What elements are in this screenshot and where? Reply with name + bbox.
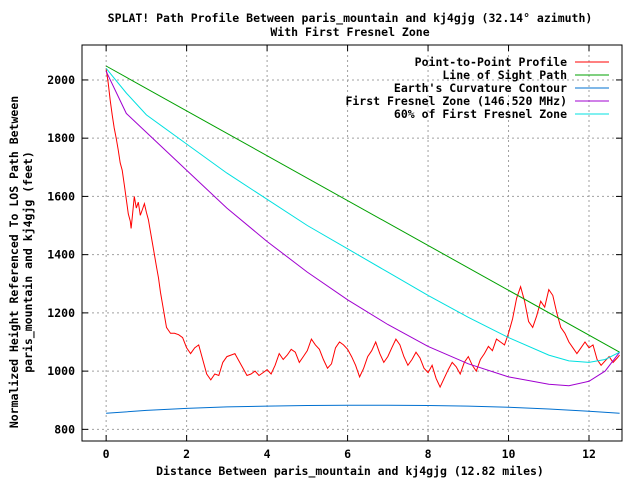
y-axis-label-line2: paris_mountain and kj4gjg (feet) [21,151,36,373]
legend-label: Point-to-Point Profile [415,55,567,69]
y-tick-label: 1400 [47,248,75,262]
x-tick-label: 6 [344,447,351,461]
series-layer [105,65,620,414]
x-tick-label: 2 [183,447,190,461]
x-tick-label: 0 [103,447,110,461]
x-axis-label: Distance Between paris_mountain and kj4g… [156,464,544,479]
legend-label: First Fresnel Zone (146.520 MHz) [345,94,567,108]
y-axis-label-line1: Normalized Height Referenced To LOS Path… [7,96,21,428]
y-tick-label: 800 [54,422,75,436]
grid-layer [82,45,622,441]
x-tick-label: 12 [582,447,596,461]
series-line-2 [106,404,620,414]
chart-title: SPLAT! Path Profile Between paris_mounta… [108,11,593,26]
tick-layer: 0 2 4 6 8 10 12 800 1000 1200 1400 1600 1800 2000 [47,45,622,461]
legend-label: Line of Sight Path [442,68,567,82]
series-line-4 [105,67,620,363]
y-tick-label: 2000 [47,73,75,87]
x-tick-label: 10 [502,447,516,461]
y-tick-label: 1800 [47,131,75,145]
chart-subtitle: With First Fresnel Zone [270,25,429,39]
y-tick-label: 1000 [47,364,75,378]
legend-label: 60% of First Fresnel Zone [394,107,567,121]
legend-label: Earth's Curvature Contour [394,81,567,95]
y-tick-label: 1600 [47,189,75,203]
x-tick-label: 8 [425,447,432,461]
y-tick-label: 1200 [47,306,75,320]
series-line-1 [105,65,620,353]
plot-border [81,44,623,442]
x-tick-label: 4 [264,447,271,461]
series-line-3 [105,70,620,387]
